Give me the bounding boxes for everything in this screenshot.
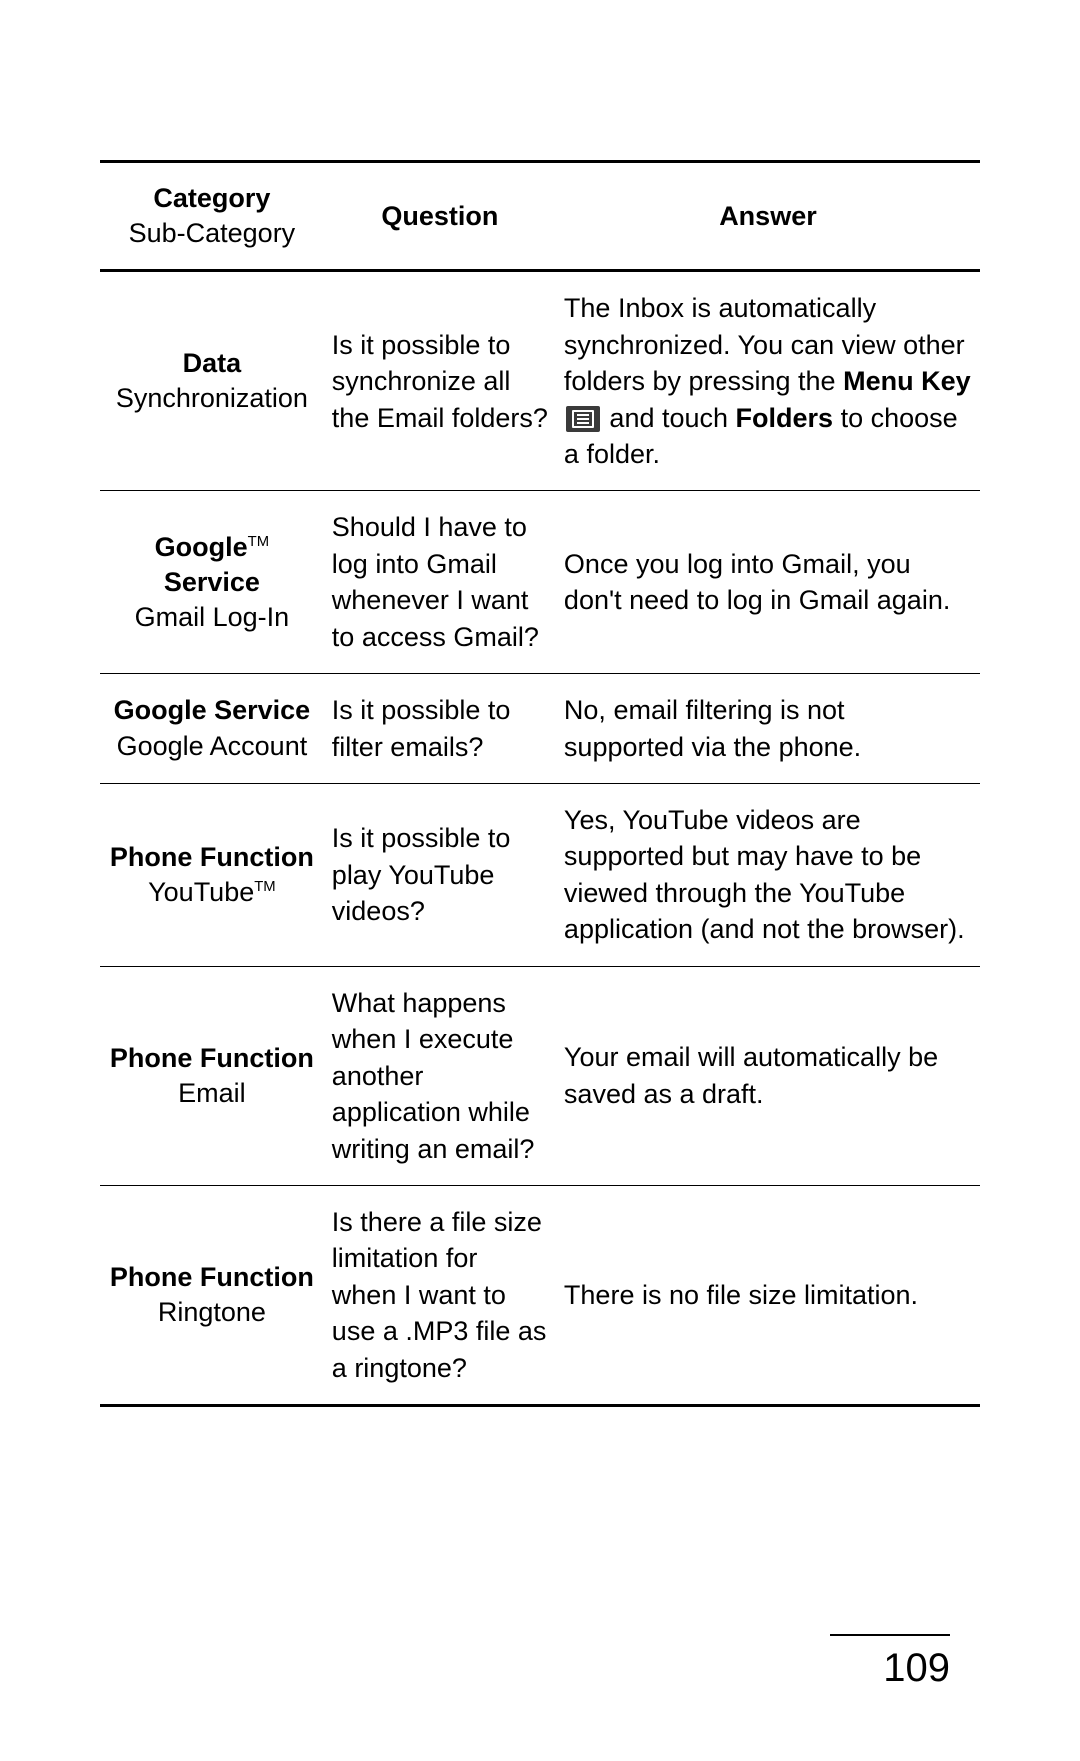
- question-cell: Should I have to log into Gmail whenever…: [324, 491, 556, 674]
- document-page: Category Sub-Category Question Answer Da…: [0, 0, 1080, 1761]
- header-category-sub: Sub-Category: [129, 216, 296, 251]
- category-sub: Ringtone: [158, 1295, 266, 1330]
- trademark-symbol: TM: [254, 879, 275, 895]
- question-cell: Is it possible to synchronize all the Em…: [324, 271, 556, 491]
- answer-cell: The Inbox is automatically synchronized.…: [556, 271, 980, 491]
- page-number-rule: [830, 1634, 950, 1636]
- category-sub: Synchronization: [116, 381, 308, 416]
- category-bold: GoogleTM: [155, 530, 269, 565]
- table-row: Phone FunctionYouTubeTMIs it possible to…: [100, 784, 980, 967]
- answer-cell: Once you log into Gmail, you don't need …: [556, 491, 980, 674]
- category-bold: Google Service: [114, 693, 311, 728]
- table-row: GoogleTMServiceGmail Log-InShould I have…: [100, 491, 980, 674]
- question-cell: Is it possible to filter emails?: [324, 674, 556, 784]
- category-sub: Email: [178, 1076, 246, 1111]
- category-sub: Google Account: [117, 729, 308, 764]
- answer-cell: No, email filtering is not supported via…: [556, 674, 980, 784]
- answer-cell: Yes, YouTube videos are supported but ma…: [556, 784, 980, 967]
- header-category: Category Sub-Category: [100, 162, 324, 271]
- category-bold: Phone Function: [110, 840, 314, 875]
- category-sub: Gmail Log-In: [135, 600, 290, 635]
- menu-key-icon: [566, 406, 600, 432]
- answer-cell: Your email will automatically be saved a…: [556, 966, 980, 1185]
- answer-cell: There is no file size limitation.: [556, 1185, 980, 1405]
- category-cell: Google ServiceGoogle Account: [100, 674, 324, 784]
- table-row: Google ServiceGoogle AccountIs it possib…: [100, 674, 980, 784]
- category-cell: Phone FunctionYouTubeTM: [100, 784, 324, 967]
- question-cell: Is it possible to play YouTube videos?: [324, 784, 556, 967]
- question-cell: Is there a file size limitation for when…: [324, 1185, 556, 1405]
- answer-bold: Menu Key: [843, 366, 971, 396]
- trademark-symbol: TM: [248, 534, 269, 550]
- question-cell: What happens when I execute another appl…: [324, 966, 556, 1185]
- header-category-bold: Category: [153, 181, 270, 216]
- category-cell: Phone FunctionEmail: [100, 966, 324, 1185]
- faq-table: Category Sub-Category Question Answer Da…: [100, 160, 980, 1407]
- table-row: DataSynchronizationIs it possible to syn…: [100, 271, 980, 491]
- page-number-block: 109: [830, 1634, 950, 1691]
- category-bold: Phone Function: [110, 1041, 314, 1076]
- category-bold: Phone Function: [110, 1260, 314, 1295]
- category-bold: Data: [183, 346, 242, 381]
- category-cell: GoogleTMServiceGmail Log-In: [100, 491, 324, 674]
- table-header-row: Category Sub-Category Question Answer: [100, 162, 980, 271]
- category-sub: YouTubeTM: [148, 875, 276, 910]
- header-answer: Answer: [556, 162, 980, 271]
- answer-bold: Folders: [736, 403, 834, 433]
- table-body: DataSynchronizationIs it possible to syn…: [100, 271, 980, 1406]
- table-row: Phone FunctionEmailWhat happens when I e…: [100, 966, 980, 1185]
- page-number: 109: [830, 1646, 950, 1691]
- category-cell: Phone FunctionRingtone: [100, 1185, 324, 1405]
- header-question: Question: [324, 162, 556, 271]
- answer-text: and touch: [602, 403, 736, 433]
- category-bold: Service: [164, 565, 260, 600]
- category-cell: DataSynchronization: [100, 271, 324, 491]
- table-row: Phone FunctionRingtoneIs there a file si…: [100, 1185, 980, 1405]
